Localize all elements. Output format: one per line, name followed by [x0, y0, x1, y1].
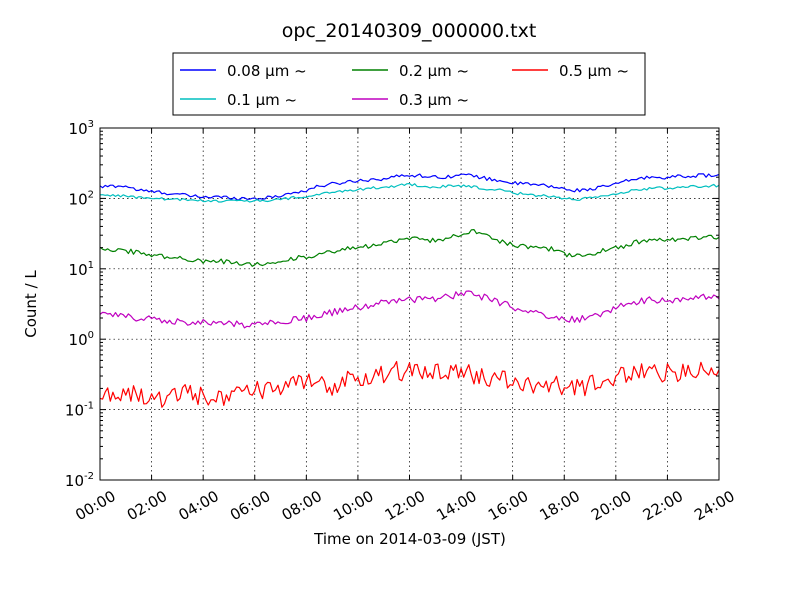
- series-line-3: [99, 229, 720, 267]
- legend-label-1: 0.08 μm ~: [227, 62, 307, 80]
- chart-title: opc_20140309_000000.txt: [282, 20, 537, 42]
- y-axis-label: Count / L: [22, 270, 40, 338]
- series-line-4: [99, 290, 720, 329]
- x-tick-label: 00:00: [72, 487, 118, 524]
- x-tick-label: 12:00: [382, 487, 428, 524]
- x-tick-label: 20:00: [588, 487, 634, 524]
- ticks: [99, 127, 720, 481]
- series-line-1: [99, 173, 720, 201]
- x-tick-label: 06:00: [227, 487, 273, 524]
- y-tick-label: 100: [69, 330, 94, 349]
- legend-box: [172, 52, 646, 116]
- x-tick-label: 04:00: [175, 487, 221, 524]
- y-tick-label: 103: [69, 119, 94, 138]
- series-line-5: [99, 360, 720, 408]
- y-tick-label: 102: [69, 189, 94, 208]
- x-tick-labels: 00:00 02:00 04:00 06:00 08:00 10:00 12:00 14:00…: [72, 487, 737, 524]
- x-tick-label: 18:00: [537, 487, 583, 524]
- x-tick-label: 24:00: [691, 487, 737, 524]
- series-layer: [99, 173, 720, 408]
- x-tick-label: 22:00: [640, 487, 686, 524]
- y-tick-label: 10-2: [65, 471, 94, 490]
- x-tick-label: 14:00: [433, 487, 479, 524]
- x-tick-label: 10:00: [330, 487, 376, 524]
- y-tick-labels: 10-2 10-1 100 101 102 103: [65, 119, 94, 490]
- legend-label-4: 0.3 μm ~: [399, 91, 469, 109]
- legend-label-3: 0.2 μm ~: [399, 62, 469, 80]
- series-line-2: [99, 182, 720, 203]
- grid: [100, 128, 719, 480]
- x-tick-label: 08:00: [279, 487, 325, 524]
- x-tick-label: 16:00: [485, 487, 531, 524]
- legend: 0.08 μm ~ 0.1 μm ~ 0.2 μm ~ 0.3 μm ~ 0.5 μm …: [172, 52, 646, 116]
- legend-label-2: 0.1 μm ~: [227, 91, 297, 109]
- x-tick-label: 02:00: [124, 487, 170, 524]
- legend-label-5: 0.5 μm ~: [559, 62, 629, 80]
- y-tick-label: 10-1: [65, 401, 94, 420]
- x-axis-label: Time on 2014-03-09 (JST): [313, 530, 506, 548]
- y-tick-label: 101: [69, 260, 94, 279]
